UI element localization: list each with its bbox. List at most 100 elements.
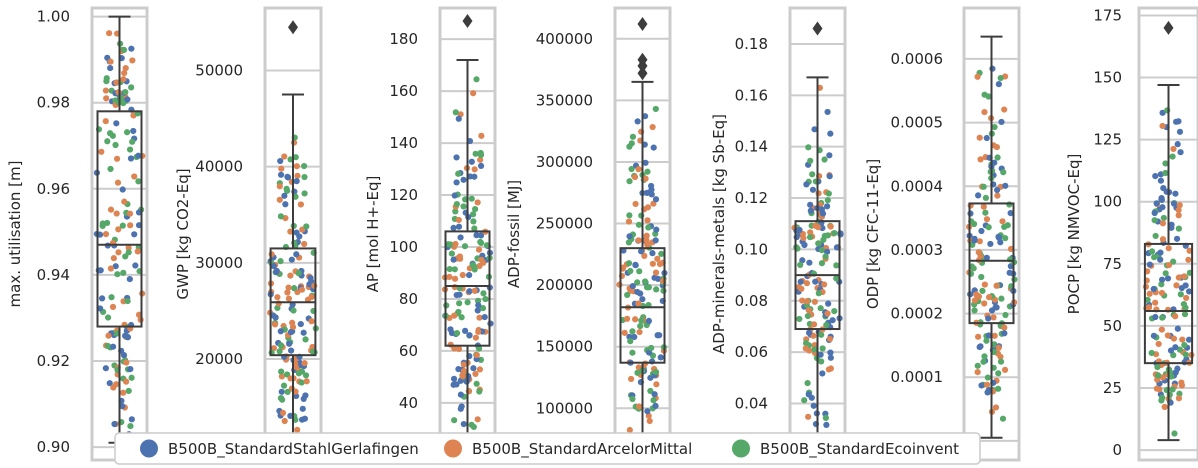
data-point [277, 171, 285, 178]
data-point [833, 262, 840, 269]
data-point [122, 378, 130, 385]
data-point [805, 329, 813, 336]
data-point [653, 286, 660, 293]
data-point [471, 173, 478, 180]
y-tick-label: 0.0006 [891, 50, 944, 68]
data-point [987, 240, 994, 248]
data-point [803, 181, 810, 188]
data-point [1169, 153, 1176, 160]
data-point [1170, 258, 1177, 265]
y-tick-label: 0.0004 [891, 177, 944, 195]
data-point [105, 314, 112, 321]
data-point [820, 236, 827, 243]
legend-label-ecoinvent: B500B_StandardEcoinvent [760, 440, 959, 459]
data-point [1152, 299, 1159, 306]
data-point [1162, 270, 1169, 277]
data-point [644, 217, 651, 224]
data-point [475, 246, 483, 253]
data-point [1000, 169, 1007, 176]
data-point [292, 154, 299, 161]
data-point [1159, 314, 1166, 321]
data-point [1148, 248, 1156, 255]
data-point [106, 130, 114, 137]
data-point [990, 314, 997, 321]
data-point [802, 345, 809, 352]
data-point [107, 65, 114, 72]
data-point [120, 269, 127, 276]
legend-frame [114, 432, 981, 465]
data-point [1152, 313, 1159, 321]
data-point [638, 248, 645, 255]
subplot-6: 0.00000.00010.00020.00030.00040.00050.00… [864, 6, 1021, 462]
data-point [1169, 386, 1176, 393]
data-point [650, 397, 657, 404]
data-point [123, 359, 130, 366]
data-point [799, 297, 806, 304]
data-point [997, 353, 1004, 360]
y-tick-label: 160 [389, 82, 418, 100]
data-point [450, 256, 457, 263]
data-point [115, 226, 122, 233]
data-point [132, 262, 139, 269]
data-point [451, 312, 458, 319]
data-point [982, 194, 989, 202]
data-point [831, 307, 838, 315]
data-point [649, 123, 656, 131]
data-point [985, 294, 993, 301]
data-point [799, 257, 806, 264]
y-tick-label: 0.96 [37, 180, 70, 198]
data-point [1160, 214, 1167, 222]
data-point [1150, 285, 1157, 293]
data-point [803, 298, 811, 305]
y-tick-label: 40 [399, 394, 418, 412]
data-point [983, 134, 990, 142]
data-point [1142, 283, 1150, 290]
data-point [130, 127, 137, 135]
data-point [276, 348, 283, 355]
data-point [125, 387, 132, 395]
data-point [1173, 235, 1181, 242]
data-point [107, 58, 114, 65]
data-point [981, 281, 988, 288]
data-point [826, 335, 834, 343]
data-point [1177, 291, 1184, 298]
data-point [624, 315, 631, 322]
data-point [471, 287, 478, 294]
data-point [643, 232, 650, 239]
data-point [102, 87, 109, 94]
data-point [1170, 145, 1177, 153]
data-point [475, 302, 482, 309]
data-point [1154, 364, 1161, 371]
data-point [1162, 169, 1169, 177]
data-point [456, 291, 463, 298]
data-point [807, 201, 814, 208]
data-point [115, 249, 122, 256]
data-point [110, 343, 117, 350]
data-point [460, 420, 467, 428]
data-point [634, 369, 641, 376]
data-point [651, 274, 658, 281]
data-point [818, 331, 825, 338]
data-point [621, 329, 628, 336]
data-point [1158, 289, 1166, 297]
data-point [815, 190, 822, 197]
y-axis-label: ADP-minerals-metals [kg Sb-Eq] [710, 114, 728, 354]
data-point [114, 179, 122, 186]
data-point [635, 237, 642, 244]
data-point [636, 403, 643, 410]
data-point [464, 299, 471, 306]
data-point [819, 345, 826, 352]
data-point [625, 260, 633, 267]
data-point [475, 328, 482, 335]
data-point [105, 332, 112, 339]
data-point [477, 232, 485, 239]
subplot-2: 1000020000300004000050000GWP [kg CO2-Eq] [174, 6, 323, 464]
data-point [306, 281, 313, 288]
data-point [1006, 201, 1013, 208]
data-point [290, 307, 297, 314]
data-point [459, 373, 466, 380]
data-point [1155, 372, 1162, 379]
data-point [1173, 282, 1180, 289]
data-point [999, 415, 1007, 422]
data-point [1168, 373, 1175, 380]
